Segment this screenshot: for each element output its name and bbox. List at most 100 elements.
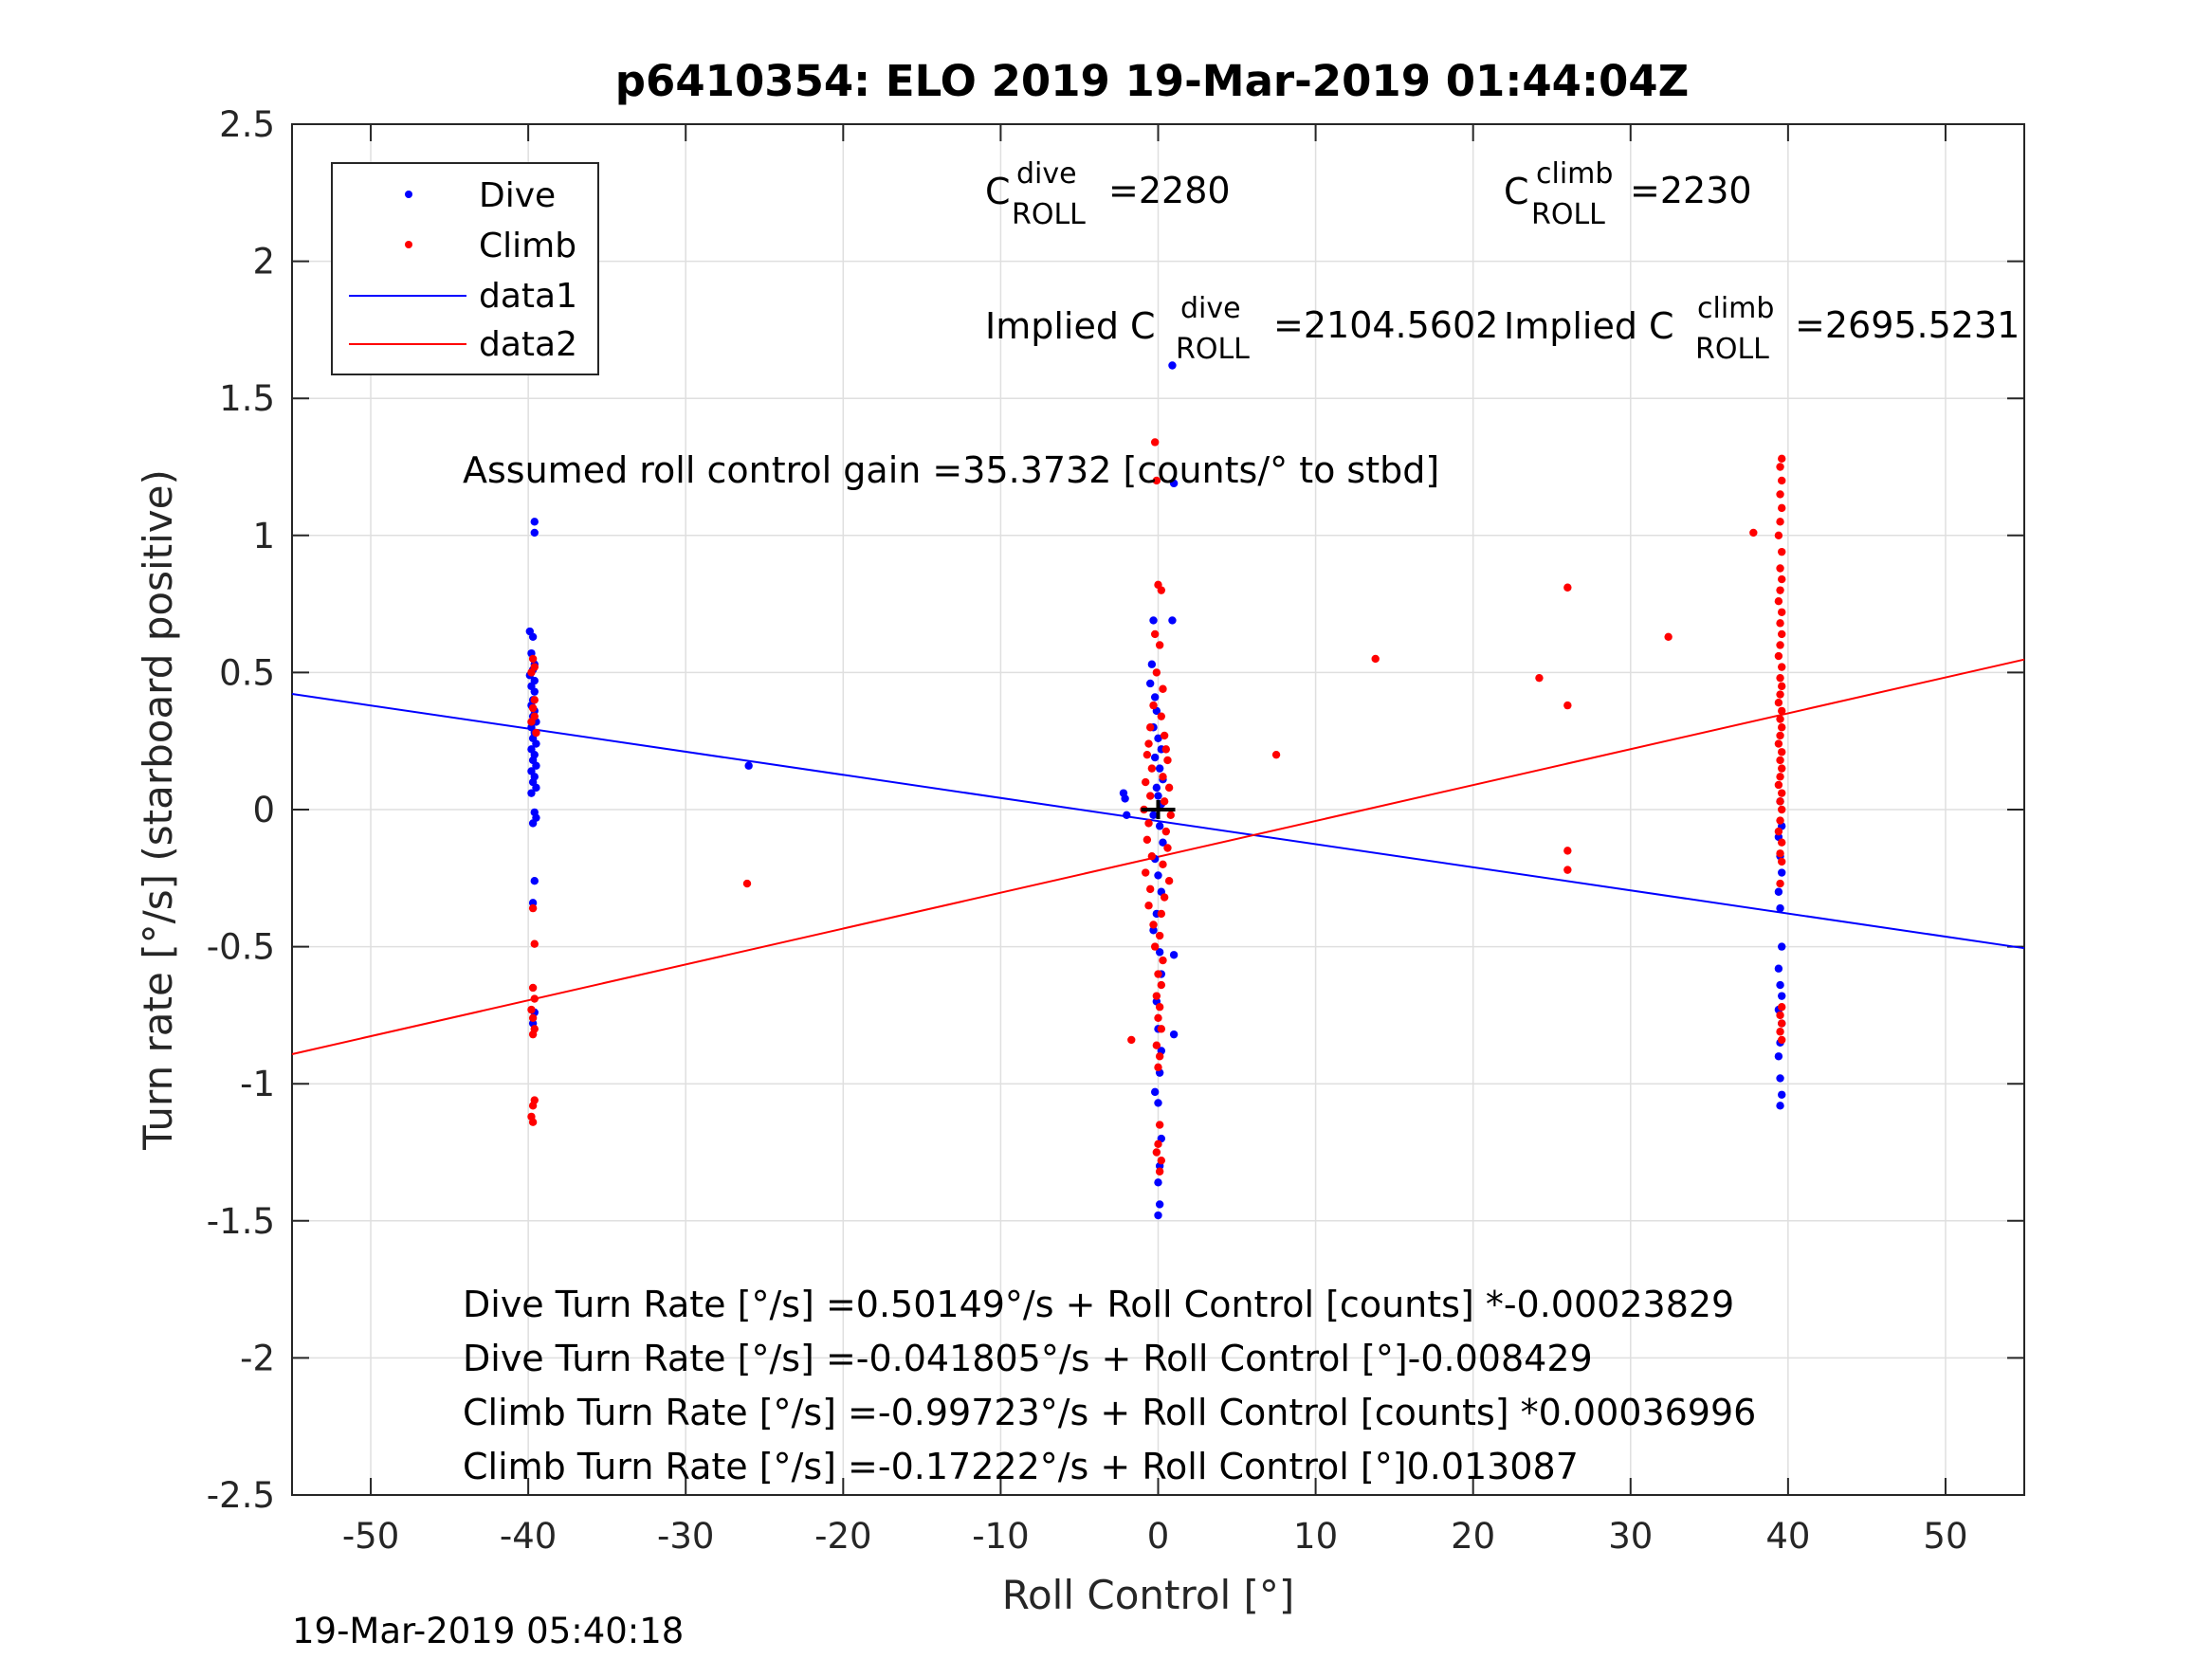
- climb-point: [742, 879, 752, 888]
- climb-point: [1778, 857, 1786, 866]
- y-tick-label: 1: [252, 516, 275, 556]
- climb-point: [1163, 844, 1172, 852]
- climb-point: [1776, 816, 1784, 825]
- climb-point: [1774, 531, 1783, 539]
- dive-point: [1150, 693, 1160, 702]
- climb-point: [1152, 992, 1161, 1000]
- climb-point: [1778, 706, 1786, 716]
- climb-point: [1150, 629, 1160, 639]
- climb-point: [1166, 811, 1175, 819]
- climb-point: [1774, 739, 1783, 748]
- x-tick-label: -20: [814, 1516, 871, 1557]
- climb-point: [1563, 701, 1572, 710]
- dive-point: [1149, 926, 1158, 935]
- climb-point: [1776, 619, 1784, 628]
- climb-point: [1778, 1019, 1786, 1028]
- implied-dive-annotation: Implied C dive ROLL =2104.5602: [985, 292, 1498, 366]
- dive-point: [1154, 1099, 1162, 1107]
- dive-point: [1159, 838, 1167, 847]
- climb-point: [1778, 503, 1786, 513]
- implied-dive-base: Implied C: [985, 305, 1156, 347]
- climb-point: [1776, 797, 1784, 806]
- climb-point: [1142, 868, 1150, 877]
- climb-point: [528, 1118, 538, 1126]
- climb-point: [1161, 827, 1171, 836]
- dive-point: [1168, 616, 1177, 625]
- climb-point: [1776, 849, 1784, 858]
- dive-point: [1150, 1087, 1160, 1097]
- dive-point: [1778, 868, 1786, 877]
- climb-point: [1144, 902, 1153, 910]
- dive-point: [1155, 822, 1164, 830]
- dive-point: [532, 739, 540, 748]
- climb-point: [528, 1030, 538, 1039]
- implied-dive-sup: dive: [1180, 292, 1241, 325]
- dive-point: [530, 876, 539, 885]
- c-roll-dive-value: =2280: [1108, 170, 1231, 211]
- climb-point: [527, 1005, 536, 1014]
- dive-point: [744, 761, 753, 770]
- dive-point: [532, 783, 540, 793]
- fit-line-data1: [291, 693, 2025, 950]
- y-axis-ticks: 2.5 2 1.5 1 0.5 0 -0.5 -1 -1.5 -2 -2.5: [207, 104, 2024, 1516]
- climb-point: [1155, 1167, 1164, 1176]
- climb-point: [1155, 1052, 1164, 1061]
- climb-point: [1159, 956, 1167, 965]
- dive-point: [1169, 479, 1179, 488]
- x-tick-label: -40: [500, 1516, 557, 1557]
- dive-point: [1776, 980, 1784, 990]
- climb-point: [1152, 1041, 1161, 1049]
- climb-point: [1154, 970, 1162, 978]
- x-axis-label: Roll Control [°]: [1002, 1572, 1295, 1618]
- x-tick-label: -50: [342, 1516, 399, 1557]
- legend-data1-label: data1: [479, 277, 577, 316]
- climb-point: [1163, 756, 1172, 765]
- climb-point: [532, 728, 540, 738]
- climb-point: [1778, 764, 1786, 773]
- dive-point: [1778, 942, 1786, 951]
- climb-point: [1776, 490, 1784, 499]
- legend-dive-swatch: [405, 191, 412, 198]
- x-tick-label: -10: [972, 1516, 1029, 1557]
- legend-dive-label: Dive: [479, 176, 556, 215]
- dive-point: [1774, 964, 1783, 973]
- x-tick-label: 20: [1451, 1516, 1495, 1557]
- climb-point: [1776, 715, 1784, 723]
- climb-point: [1144, 819, 1153, 828]
- y-tick-label: -2.5: [207, 1475, 275, 1516]
- climb-point: [1143, 835, 1152, 845]
- dive-point: [1774, 887, 1783, 896]
- climb-point: [1776, 518, 1784, 526]
- climb-point: [1776, 773, 1784, 781]
- legend: Dive Climb data1 data2: [331, 162, 599, 375]
- dive-point: [532, 761, 540, 770]
- climb-point: [530, 696, 539, 704]
- equation-climb-degrees: Climb Turn Rate [°/s] =-0.17222°/s + Rol…: [463, 1446, 1579, 1487]
- climb-point: [1164, 783, 1174, 793]
- y-tick-label: 0: [252, 790, 275, 830]
- climb-point: [1159, 860, 1167, 869]
- x-tick-label: 50: [1923, 1516, 1967, 1557]
- dive-point: [1154, 1178, 1162, 1187]
- climb-point: [1778, 682, 1786, 691]
- climb-point: [1778, 723, 1786, 732]
- x-tick-label: 30: [1608, 1516, 1653, 1557]
- climb-point: [1155, 1121, 1164, 1129]
- climb-point: [1778, 805, 1786, 814]
- implied-climb-base: Implied C: [1504, 305, 1674, 347]
- dive-point: [1778, 1090, 1786, 1099]
- y-tick-label: -1: [240, 1064, 275, 1104]
- series-layer: [291, 361, 2025, 1220]
- climb-point: [1157, 586, 1166, 594]
- climb-point: [1157, 1025, 1166, 1033]
- x-tick-label: -30: [657, 1516, 714, 1557]
- climb-point: [1776, 756, 1784, 765]
- climb-point: [1778, 608, 1786, 616]
- c-roll-climb-annotation: C climb ROLL =2230: [1504, 157, 1752, 231]
- climb-point: [528, 983, 538, 993]
- climb-point: [1150, 942, 1160, 951]
- dive-point: [1149, 811, 1158, 819]
- c-roll-climb-base: C: [1504, 171, 1529, 212]
- c-roll-dive-base: C: [985, 171, 1011, 212]
